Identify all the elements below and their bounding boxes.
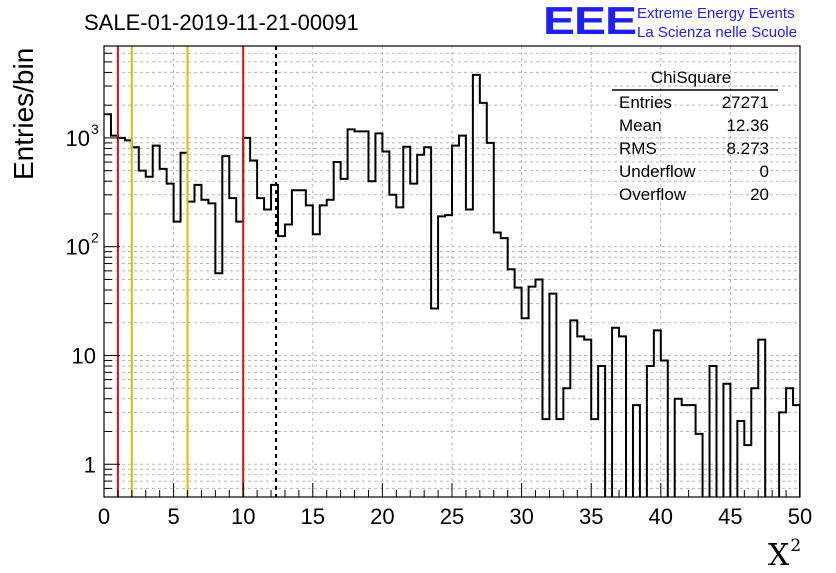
x-tick-label: 15 (301, 504, 325, 529)
grid-lines (103, 45, 801, 498)
y-tick-exponent: 2 (91, 230, 99, 246)
y-axis-label: Entries/bin (8, 47, 39, 180)
x-tick-label: 45 (718, 504, 742, 529)
x-tick-label: 35 (579, 504, 603, 529)
stats-row-overflow: Overflow 20 (619, 185, 769, 204)
stats-title: ChiSquare (650, 68, 732, 87)
y-tick-label: 10 (66, 126, 90, 151)
plot-title: SALE-01-2019-11-21-00091 (84, 10, 359, 35)
x-tick-label: 20 (370, 504, 394, 529)
y-tick-label: 10 (66, 235, 90, 260)
x-tick-label: 40 (649, 504, 673, 529)
threshold-lines (116, 46, 278, 497)
stats-row-mean: Mean 12.36 (619, 116, 769, 135)
y-tick-exponent: 3 (91, 121, 99, 137)
eee-logo: EEE (543, 0, 637, 43)
logo-line-2: La Scienza nelle Scuole (637, 24, 798, 41)
histogram-outline (104, 73, 800, 497)
x-tick-label: 5 (167, 504, 179, 529)
x-axis-label: X2 (768, 536, 802, 573)
stats-row-entries: Entries 27271 (619, 93, 769, 112)
stats-row-rms: RMS 8.273 (619, 139, 769, 158)
x-tick-label: 25 (440, 504, 464, 529)
x-tick-label: 50 (788, 504, 812, 529)
x-tick-label: 30 (509, 504, 533, 529)
logo-line-1: Extreme Energy Events (637, 5, 795, 22)
x-tick-label: 0 (98, 504, 110, 529)
y-tick-label: 10 (72, 343, 96, 368)
stats-row-underflow: Underflow 0 (619, 162, 769, 181)
y-tick-label: 1 (84, 452, 96, 477)
histogram-series (104, 73, 800, 497)
x-tick-label: 10 (231, 504, 255, 529)
